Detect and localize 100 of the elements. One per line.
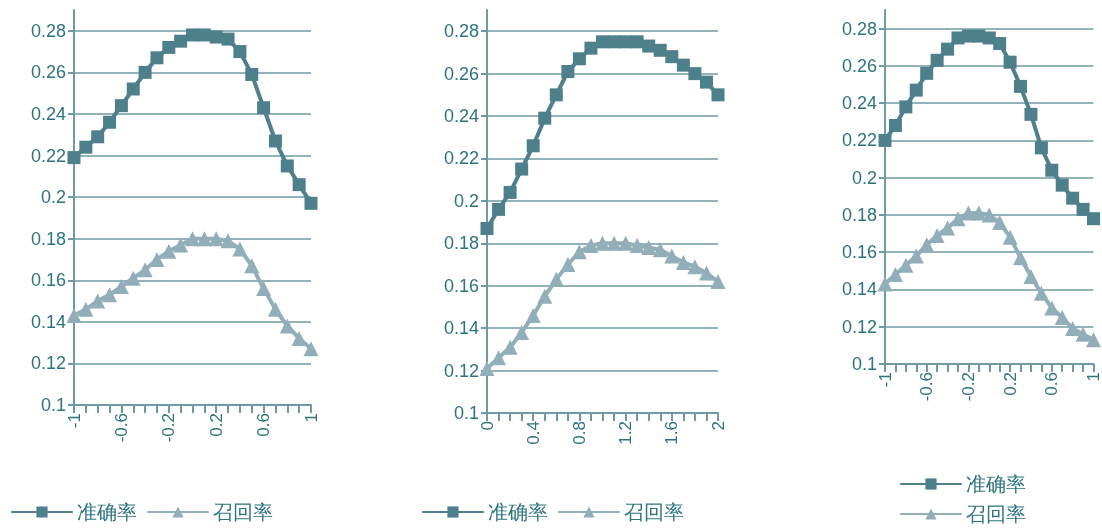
point — [233, 45, 247, 59]
point — [1034, 141, 1048, 155]
point — [280, 159, 294, 173]
point — [981, 207, 997, 223]
point — [711, 88, 725, 102]
y-tick-label: 0.2 — [453, 190, 479, 211]
y-tick-label: 0.16 — [841, 242, 877, 263]
x-tick-label: -0.2 — [159, 413, 179, 443]
y-tick-label: 0.16 — [443, 275, 479, 296]
legend-label: 召回率 — [624, 501, 684, 523]
point — [653, 43, 667, 57]
point — [909, 83, 923, 97]
point — [91, 130, 105, 144]
x-tick-label: 1 — [301, 413, 321, 423]
point — [209, 30, 223, 44]
point — [950, 211, 966, 227]
point — [642, 39, 656, 53]
point — [664, 248, 680, 264]
point — [877, 276, 893, 292]
legend-label: 准确率 — [966, 473, 1026, 495]
point — [1002, 229, 1018, 245]
point — [503, 185, 517, 199]
point — [572, 52, 586, 66]
point — [1014, 79, 1028, 93]
point — [138, 65, 152, 79]
y-tick-label: 0.14 — [30, 311, 66, 332]
point — [548, 271, 564, 287]
point — [525, 307, 541, 323]
point — [67, 151, 81, 165]
point — [245, 67, 259, 81]
y-tick-label: 0.26 — [841, 55, 877, 76]
point — [220, 233, 236, 249]
legend-label: 准确率 — [77, 501, 137, 523]
x-tick-label: -0.6 — [917, 372, 937, 402]
y-tick-label: 0.2 — [851, 167, 877, 188]
point — [618, 235, 634, 251]
point — [221, 32, 235, 46]
point — [549, 88, 563, 102]
point — [652, 242, 668, 258]
y-tick-label: 0.16 — [30, 270, 66, 291]
point — [491, 350, 507, 366]
point — [899, 100, 913, 114]
point — [174, 34, 188, 48]
point — [629, 237, 645, 253]
point — [113, 279, 129, 294]
y-tick-label: 0.18 — [841, 204, 877, 225]
point — [161, 243, 177, 259]
y-tick-label: 0.24 — [443, 106, 479, 127]
legend-label: 召回率 — [966, 503, 1026, 525]
point — [1086, 332, 1101, 348]
point — [1033, 285, 1049, 301]
point — [992, 214, 1008, 230]
point — [908, 248, 924, 264]
point — [919, 237, 935, 253]
point — [303, 341, 319, 357]
point — [137, 262, 153, 278]
point — [698, 265, 714, 281]
point — [878, 133, 892, 147]
point — [920, 66, 934, 80]
point — [256, 281, 272, 297]
point — [244, 258, 260, 274]
point — [173, 237, 189, 253]
x-tick-label: -1 — [64, 413, 84, 429]
y-tick-label: 0.14 — [841, 279, 877, 300]
point — [1055, 178, 1069, 192]
x-tick-label: 0.2 — [1000, 372, 1020, 396]
point — [993, 37, 1007, 51]
point — [78, 301, 94, 317]
point — [930, 53, 944, 67]
point — [630, 35, 644, 49]
x-tick-label: 1.6 — [662, 421, 682, 445]
y-tick-label: 0.14 — [443, 318, 479, 339]
point — [699, 75, 713, 89]
y-tick-label: 0.1 — [453, 403, 479, 423]
legend-label: 准确率 — [488, 501, 548, 523]
legend-label: 召回率 — [213, 501, 273, 523]
x-tick-label: 0.4 — [523, 421, 543, 445]
point — [279, 318, 295, 334]
point — [515, 162, 529, 176]
point — [584, 41, 598, 55]
point — [292, 178, 306, 192]
y-tick-label: 0.12 — [841, 316, 877, 337]
point — [480, 221, 494, 235]
y-tick-label: 0.12 — [443, 360, 479, 381]
point — [186, 28, 199, 42]
point — [676, 58, 690, 72]
point — [560, 257, 576, 273]
point — [66, 308, 82, 324]
point — [304, 196, 318, 210]
point — [1023, 268, 1039, 284]
x-tick-label: -0.2 — [958, 372, 978, 402]
y-tick-label: 0.22 — [30, 145, 66, 166]
point — [1065, 321, 1081, 337]
point — [596, 35, 609, 49]
point — [526, 139, 540, 153]
point — [537, 288, 553, 304]
point — [1044, 300, 1060, 316]
point — [1087, 212, 1100, 226]
point — [103, 115, 117, 129]
point — [675, 254, 691, 270]
